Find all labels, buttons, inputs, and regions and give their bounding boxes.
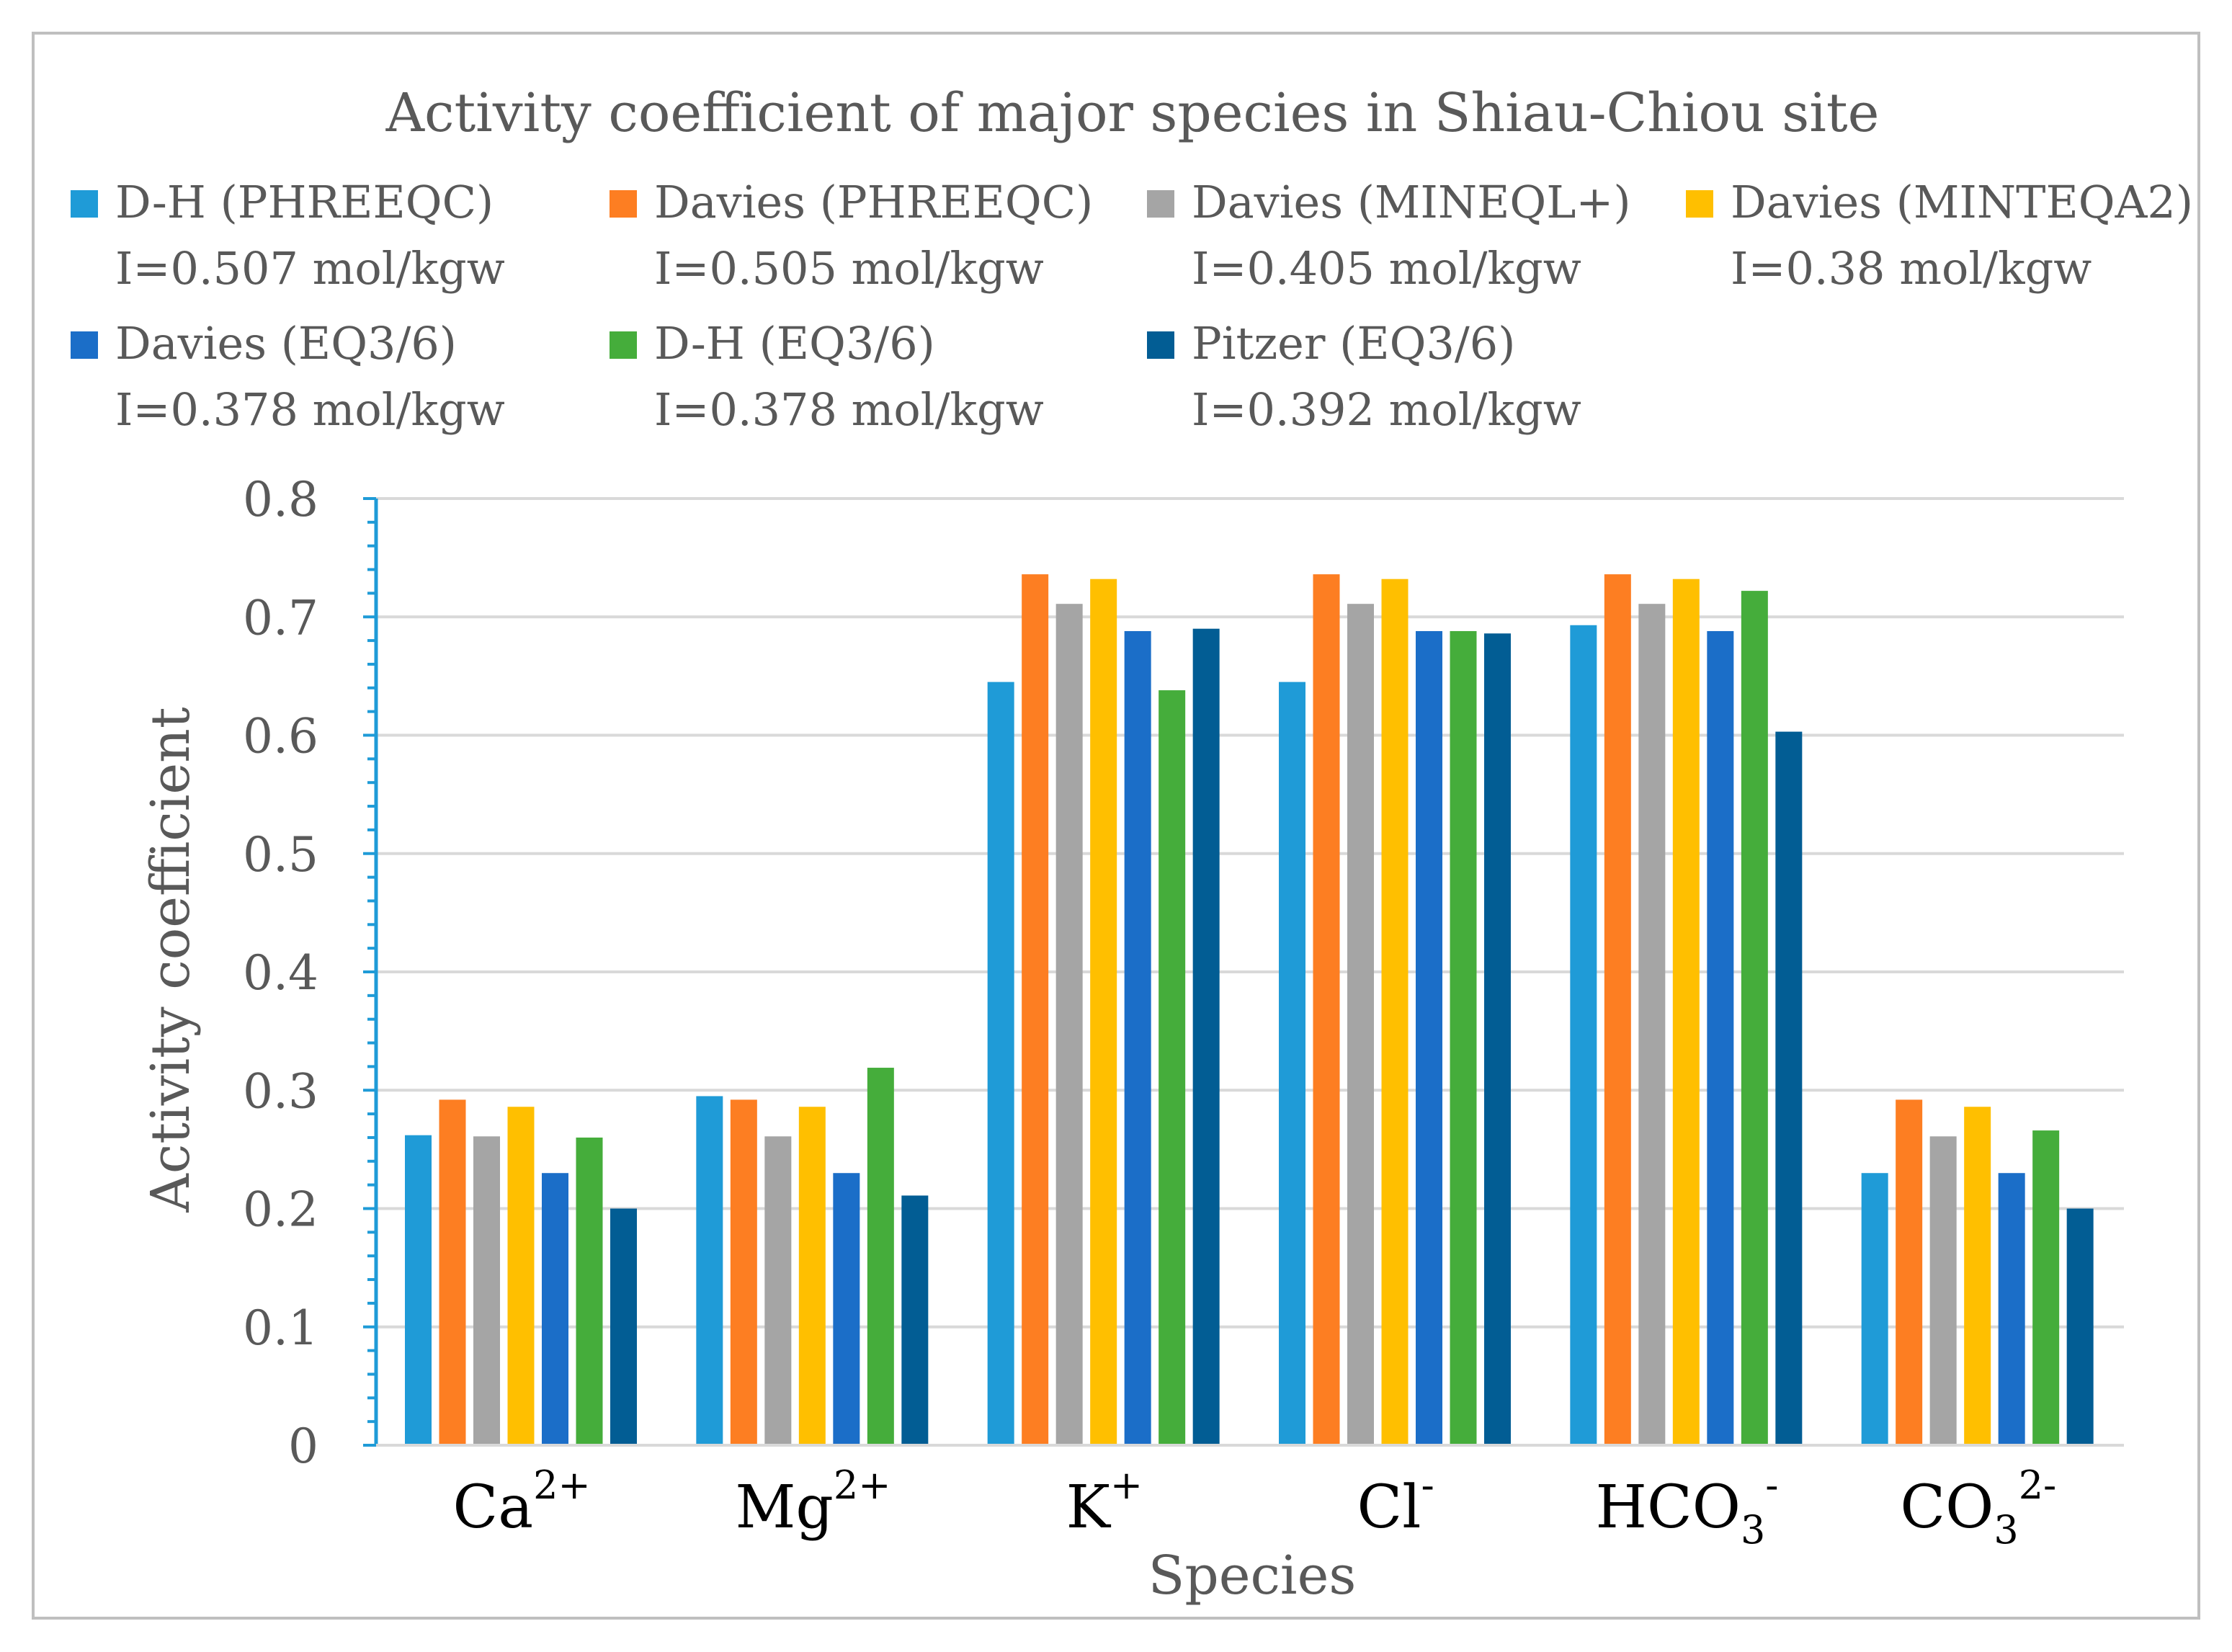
y-tick-label: 0.4 bbox=[243, 945, 318, 1001]
x-tick-label: CO32- bbox=[1900, 1463, 2056, 1553]
bar bbox=[1381, 579, 1409, 1446]
bar bbox=[1159, 690, 1186, 1446]
gridlines bbox=[376, 497, 2124, 1329]
legend-note: I=0.392 mol/kgw bbox=[1192, 383, 1581, 436]
bar bbox=[1741, 591, 1768, 1445]
bar bbox=[1604, 574, 1631, 1445]
bar bbox=[1861, 1173, 1888, 1445]
bar bbox=[542, 1173, 568, 1445]
x-tick-label: HCO3- bbox=[1595, 1463, 1778, 1553]
bar bbox=[1055, 604, 1083, 1445]
y-tick-label: 0 bbox=[288, 1419, 318, 1474]
y-tick-label: 0.5 bbox=[243, 827, 318, 883]
bar bbox=[1929, 1136, 1957, 1445]
bar bbox=[1998, 1173, 2025, 1445]
bar bbox=[1638, 604, 1666, 1445]
bar bbox=[1775, 731, 1803, 1445]
x-tick-label: Ca2+ bbox=[453, 1463, 591, 1542]
bar bbox=[1450, 630, 1477, 1446]
bar bbox=[2066, 1208, 2094, 1445]
y-tick-label: 0.7 bbox=[243, 590, 318, 646]
y-tick-label: 0.2 bbox=[243, 1182, 318, 1238]
bar bbox=[798, 1107, 826, 1445]
y-tick-label: 0.8 bbox=[243, 472, 318, 527]
bar bbox=[1964, 1107, 1991, 1445]
legend-note: I=0.38 mol/kgw bbox=[1731, 242, 2092, 295]
bar bbox=[901, 1195, 929, 1445]
bar bbox=[473, 1136, 500, 1445]
x-tick-label: Mg2+ bbox=[735, 1463, 890, 1542]
bar bbox=[1313, 574, 1340, 1445]
bar bbox=[730, 1099, 757, 1445]
bar bbox=[1672, 579, 1700, 1446]
legend-label: Pitzer (EQ3/6) bbox=[1192, 317, 1515, 370]
legend-label: Davies (EQ3/6) bbox=[115, 317, 457, 370]
x-tick-label: K+ bbox=[1066, 1463, 1143, 1542]
legend-note: I=0.378 mol/kgw bbox=[115, 383, 505, 436]
legend-note: I=0.505 mol/kgw bbox=[654, 242, 1044, 295]
bars bbox=[405, 574, 2094, 1446]
legend-note: I=0.378 mol/kgw bbox=[654, 383, 1044, 436]
y-tick-label: 0.1 bbox=[243, 1300, 318, 1356]
bar bbox=[1090, 579, 1117, 1446]
y-axis: 0 0.1 0.2 0.3 0.4 0.5 0.6 0.7 0.8 bbox=[243, 472, 378, 1474]
bar bbox=[1896, 1099, 1923, 1445]
x-axis: Ca2+ Mg2+ K+ Cl- HCO3- CO32- bbox=[376, 1444, 2124, 1553]
legend-swatch bbox=[610, 190, 637, 218]
legend-note: I=0.405 mol/kgw bbox=[1192, 242, 1581, 295]
legend-label: Davies (MINEQL+) bbox=[1192, 176, 1631, 228]
bar bbox=[1416, 630, 1442, 1446]
x-tick-label: Cl- bbox=[1357, 1463, 1434, 1542]
bar bbox=[987, 682, 1014, 1445]
bar bbox=[1022, 574, 1049, 1445]
bar bbox=[1707, 630, 1734, 1446]
legend-swatch bbox=[71, 331, 98, 359]
y-axis-title: Activity coefficient bbox=[140, 707, 202, 1213]
bar bbox=[507, 1107, 535, 1445]
chart-title: Activity coefficient of major species in… bbox=[385, 82, 1880, 144]
y-tick-label: 0.3 bbox=[243, 1063, 318, 1119]
legend-label: D-H (EQ3/6) bbox=[654, 317, 935, 370]
bar bbox=[696, 1096, 723, 1445]
legend-label: Davies (PHREEQC) bbox=[654, 176, 1093, 228]
legend-swatch bbox=[1147, 331, 1174, 359]
legend-label: Davies (MINTEQA2) bbox=[1731, 176, 2193, 228]
bar bbox=[2032, 1130, 2060, 1445]
bar bbox=[764, 1136, 792, 1445]
bar bbox=[1347, 604, 1374, 1445]
legend-label: D-H (PHREEQC) bbox=[115, 176, 494, 228]
bar bbox=[405, 1135, 432, 1445]
bar bbox=[610, 1208, 637, 1445]
legend-swatch bbox=[71, 190, 98, 218]
bar bbox=[833, 1173, 860, 1445]
y-tick-label: 0.6 bbox=[243, 709, 318, 764]
legend-swatch bbox=[610, 331, 637, 359]
bar bbox=[867, 1068, 894, 1445]
legend-swatch bbox=[1686, 190, 1713, 218]
bar bbox=[1484, 633, 1511, 1445]
x-axis-title: Species bbox=[1148, 1545, 1357, 1607]
bar bbox=[576, 1137, 603, 1445]
bar bbox=[1124, 630, 1151, 1446]
legend-note: I=0.507 mol/kgw bbox=[115, 242, 505, 295]
bar bbox=[1570, 625, 1597, 1445]
bar bbox=[1279, 682, 1305, 1445]
legend: D-H (PHREEQC) I=0.507 mol/kgw Davies (PHRE… bbox=[71, 176, 2193, 436]
legend-swatch bbox=[1147, 190, 1174, 218]
bar bbox=[1192, 628, 1220, 1445]
bar bbox=[439, 1099, 466, 1445]
